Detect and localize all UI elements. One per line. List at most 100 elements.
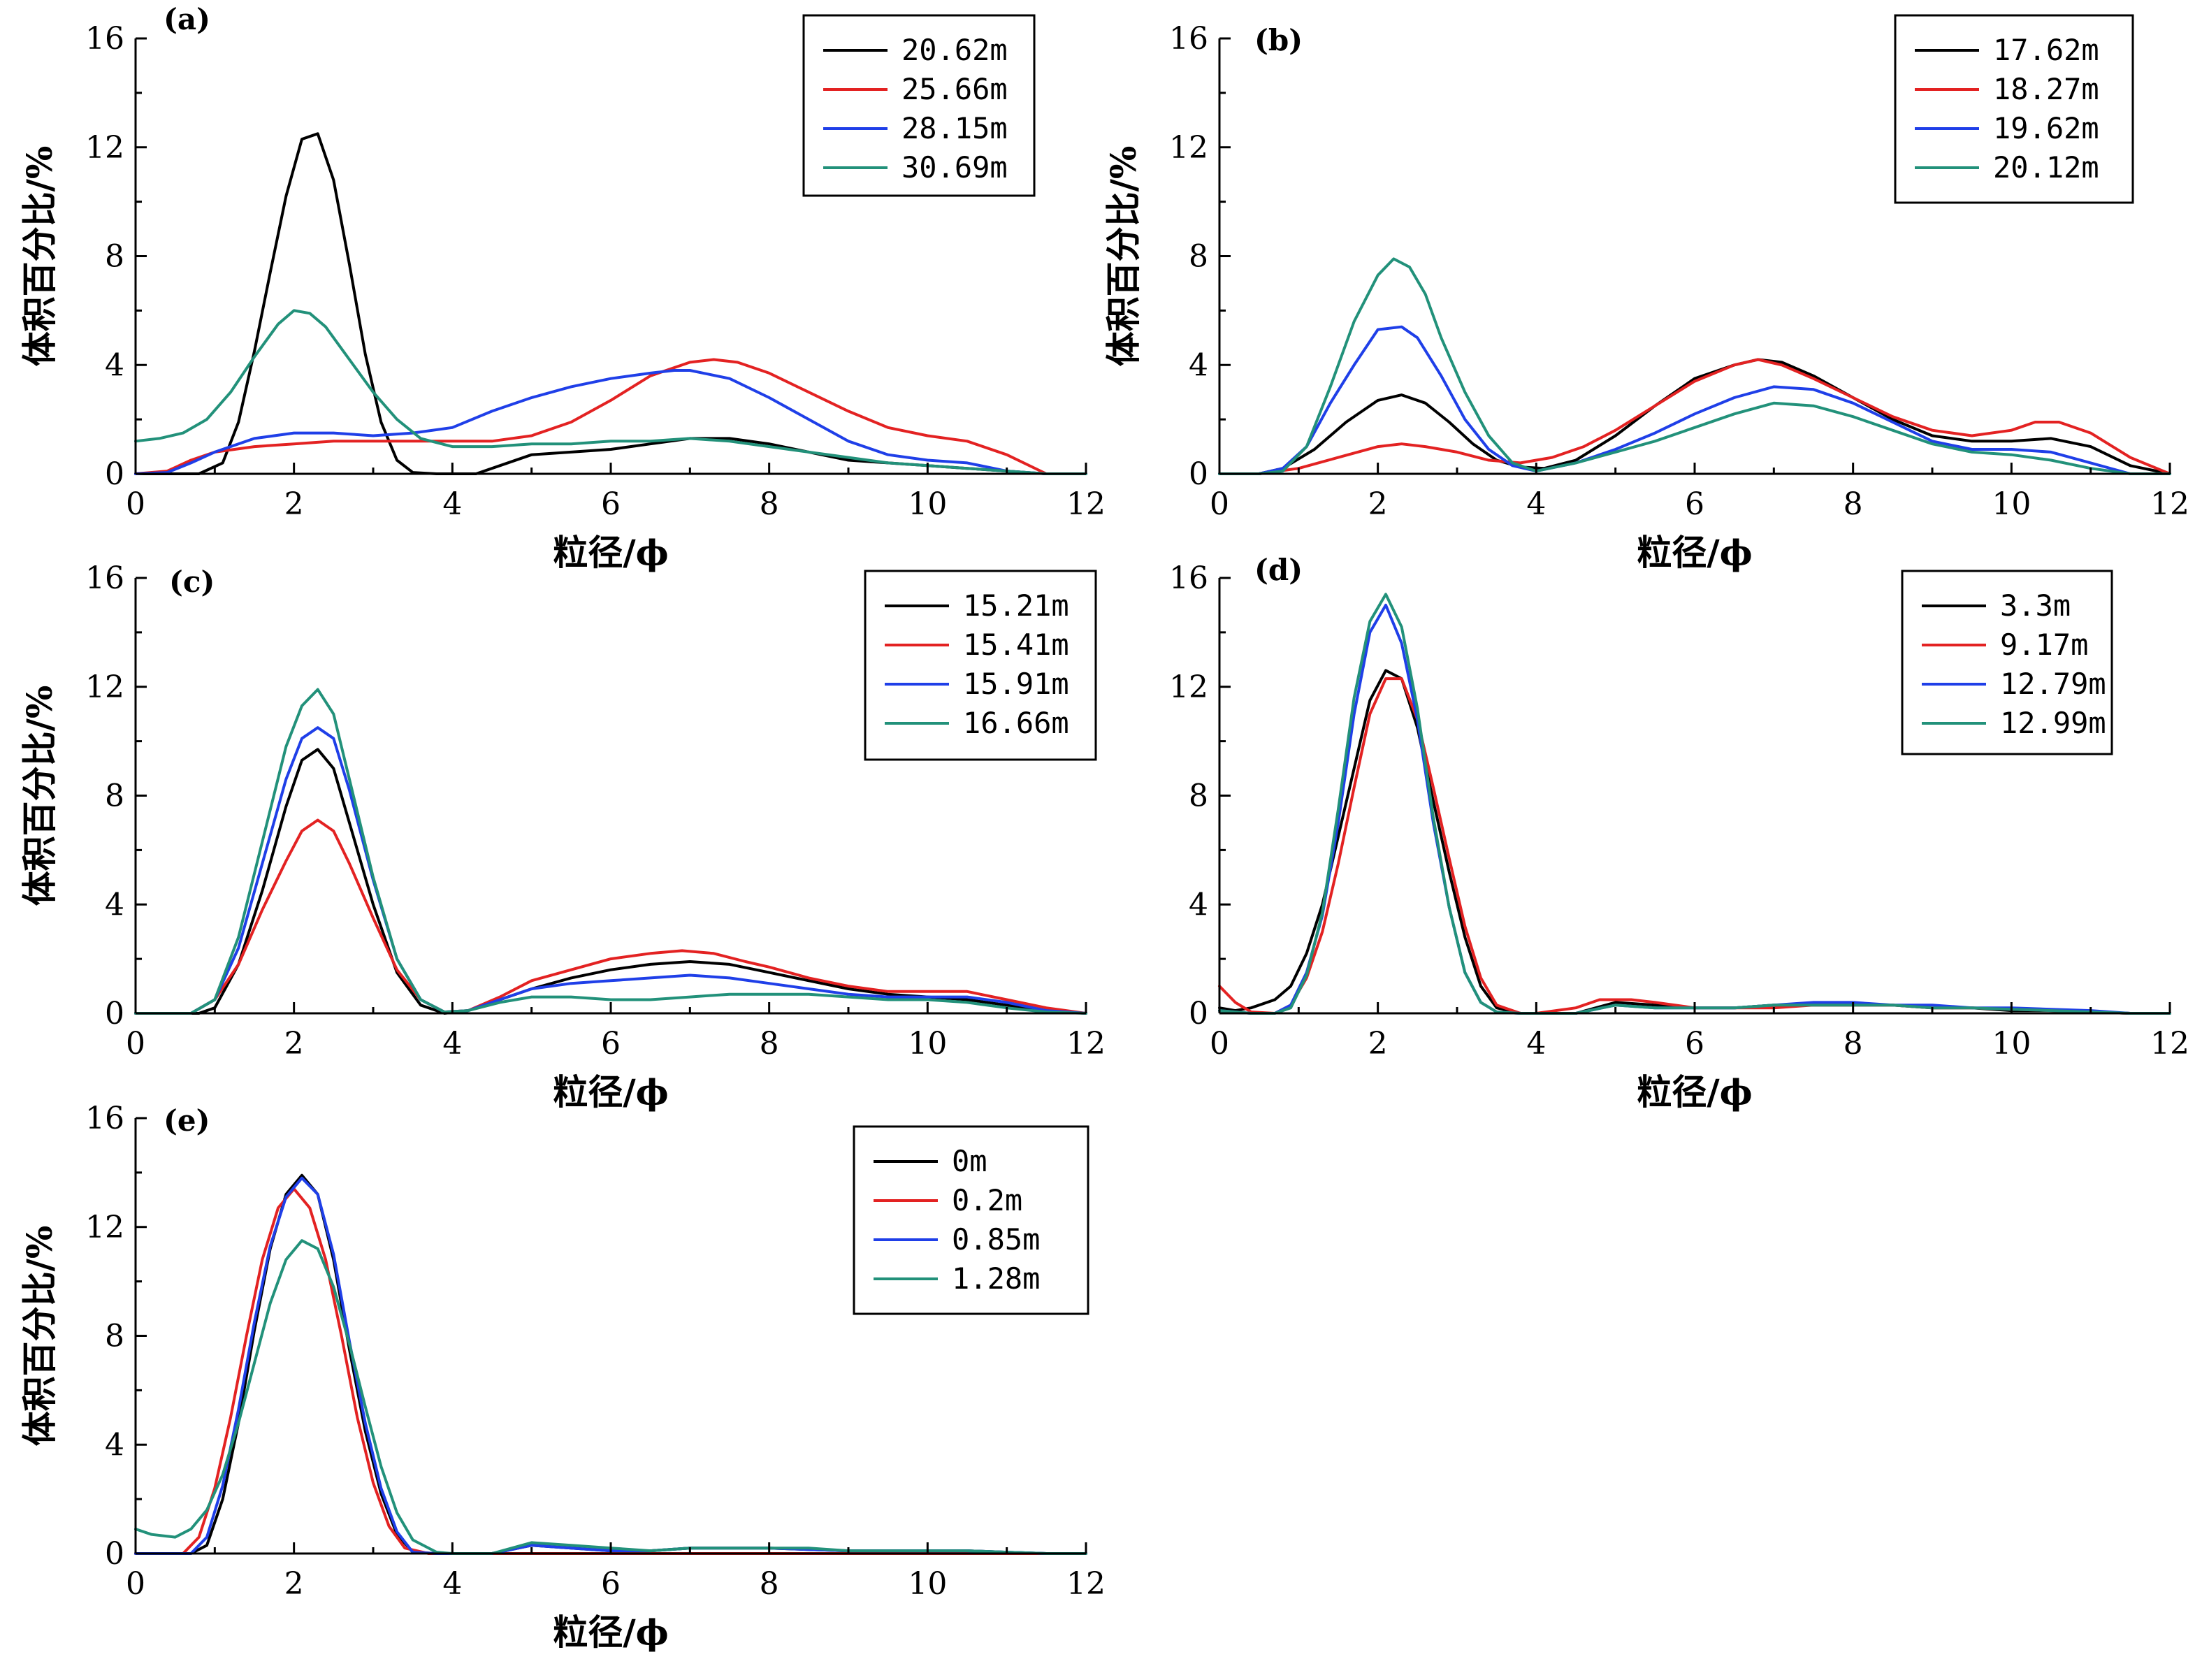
legend-label: 16.66m	[963, 706, 1069, 740]
legend-label: 15.21m	[963, 588, 1069, 623]
x-axis-title: 粒径/ϕ	[553, 532, 668, 573]
x-tick-label: 8	[1844, 1026, 1863, 1062]
x-tick-label: 10	[1992, 1026, 2031, 1062]
x-tick-label: 12	[2150, 1026, 2189, 1062]
y-tick-label: 16	[1169, 21, 1208, 57]
x-tick-label: 10	[908, 486, 947, 522]
legend-label: 20.12m	[1993, 150, 2099, 184]
x-tick-label: 2	[1368, 1026, 1388, 1062]
y-tick-label: 0	[105, 1536, 124, 1572]
y-tick-label: 0	[1189, 996, 1208, 1031]
series-line-15.21m	[134, 748, 1087, 1015]
panel-label: (e)	[164, 1103, 210, 1138]
legend: 3.3m 9.17m 12.79m 12.99m	[1901, 570, 2113, 755]
x-tick-label: 8	[1844, 486, 1863, 522]
series-line-30.69m	[134, 309, 1087, 475]
legend-label: 12.99m	[2000, 706, 2106, 740]
x-tick-label: 4	[1526, 486, 1546, 522]
y-axis-title: 体积百分比/%	[19, 146, 60, 367]
legend-label: 20.62m	[901, 33, 1008, 67]
x-tick-label: 6	[1685, 1026, 1704, 1062]
chart-panel-a: 0 2 4 6 8 10 12 0 4 8 12 16 粒径/ϕ 体积百分比/% (a) 20.62m 25.6…	[19, 2, 1106, 573]
y-tick-label: 16	[85, 1101, 124, 1136]
x-axis-title: 粒径/ϕ	[553, 1071, 668, 1113]
x-tick-label: 0	[1210, 1026, 1229, 1062]
series-line-15.91m	[134, 726, 1087, 1015]
chart-panel-b: 0 2 4 6 8 10 12 0 4 8 12 16 粒径/ϕ 体积百分比/% (b) 17.62m 18.2…	[1103, 14, 2189, 573]
x-tick-label: 6	[601, 486, 621, 522]
x-tick-label: 12	[2150, 486, 2189, 522]
legend-label: 9.17m	[2000, 628, 2088, 662]
y-tick-label: 4	[105, 347, 124, 383]
legend-box	[853, 1125, 1089, 1315]
series-line-20.12m	[1218, 257, 2171, 475]
y-tick-label: 4	[1189, 887, 1208, 922]
y-tick-label: 16	[85, 560, 124, 596]
legend-label: 30.69m	[901, 150, 1008, 184]
series-line-18.27m	[1218, 358, 2171, 475]
series-line-16.66m	[134, 688, 1087, 1015]
x-tick-label: 0	[126, 1566, 145, 1602]
x-tick-label: 0	[126, 1026, 145, 1062]
x-tick-label: 12	[1066, 1566, 1106, 1602]
series-line-25.66m	[134, 358, 1087, 475]
legend: 20.62m 25.66m 28.15m 30.69m	[802, 14, 1036, 197]
x-tick-label: 2	[284, 486, 304, 522]
x-tick-label: 6	[1685, 486, 1704, 522]
y-axis-title: 体积百分比/%	[19, 1226, 60, 1447]
x-tick-label: 2	[284, 1566, 304, 1602]
y-tick-label: 12	[85, 669, 124, 705]
legend-label: 15.41m	[963, 628, 1069, 662]
panel-label: (d)	[1254, 553, 1303, 587]
chart-panel-d: 0 2 4 6 8 10 12 0 4 8 12 16 粒径/ϕ (d) 3.3m 9.17m 12.79m 12…	[1169, 553, 2189, 1113]
y-tick-label: 12	[1169, 130, 1208, 166]
x-tick-label: 12	[1066, 486, 1106, 522]
panel-label: (a)	[164, 2, 210, 36]
legend-box	[802, 14, 1036, 197]
legend-label: 25.66m	[901, 72, 1008, 106]
y-axis-title: 体积百分比/%	[1103, 146, 1144, 367]
series-line-28.15m	[134, 369, 1087, 475]
y-tick-label: 8	[1189, 779, 1208, 814]
x-tick-label: 8	[760, 1566, 779, 1602]
x-tick-label: 6	[601, 1566, 621, 1602]
x-tick-label: 10	[908, 1026, 947, 1062]
y-tick-label: 12	[85, 130, 124, 166]
x-tick-label: 8	[760, 486, 779, 522]
legend-label: 0m	[952, 1144, 987, 1178]
y-tick-label: 8	[1189, 239, 1208, 275]
x-tick-label: 10	[908, 1566, 947, 1602]
legend-label: 15.91m	[963, 667, 1069, 701]
legend-label: 28.15m	[901, 111, 1008, 145]
legend-box	[1894, 14, 2134, 204]
legend-label: 3.3m	[2000, 588, 2071, 623]
legend-label: 17.62m	[1993, 33, 2099, 67]
legend-label: 0.85m	[952, 1222, 1040, 1257]
x-tick-label: 8	[760, 1026, 779, 1062]
x-tick-label: 4	[442, 486, 462, 522]
x-tick-label: 4	[442, 1026, 462, 1062]
legend-label: 18.27m	[1993, 72, 2099, 106]
series-line-15.41m	[134, 818, 1087, 1015]
legend-box	[864, 570, 1097, 761]
panel-label: (b)	[1254, 23, 1303, 57]
series-line-17.62m	[1218, 358, 2171, 475]
y-tick-label: 0	[1189, 456, 1208, 492]
y-tick-label: 4	[105, 1427, 124, 1463]
y-tick-label: 4	[1189, 347, 1208, 383]
y-tick-label: 0	[105, 456, 124, 492]
x-axis-title: 粒径/ϕ	[1637, 1071, 1752, 1113]
y-tick-label: 4	[105, 887, 124, 922]
y-tick-label: 12	[1169, 669, 1208, 705]
legend: 15.21m 15.41m 15.91m 16.66m	[864, 570, 1097, 761]
legend-label: 12.79m	[2000, 667, 2106, 701]
x-tick-label: 0	[126, 486, 145, 522]
legend-label: 19.62m	[1993, 111, 2099, 145]
y-tick-label: 8	[105, 779, 124, 814]
x-tick-label: 4	[442, 1566, 462, 1602]
y-tick-label: 16	[1169, 560, 1208, 596]
x-axis-title: 粒径/ϕ	[553, 1612, 668, 1653]
y-tick-label: 0	[105, 996, 124, 1031]
chart-panel-e: 0 2 4 6 8 10 12 0 4 8 12 16 粒径/ϕ 体积百分比/% (e) 0m 0.2m 0.85…	[19, 1101, 1106, 1653]
